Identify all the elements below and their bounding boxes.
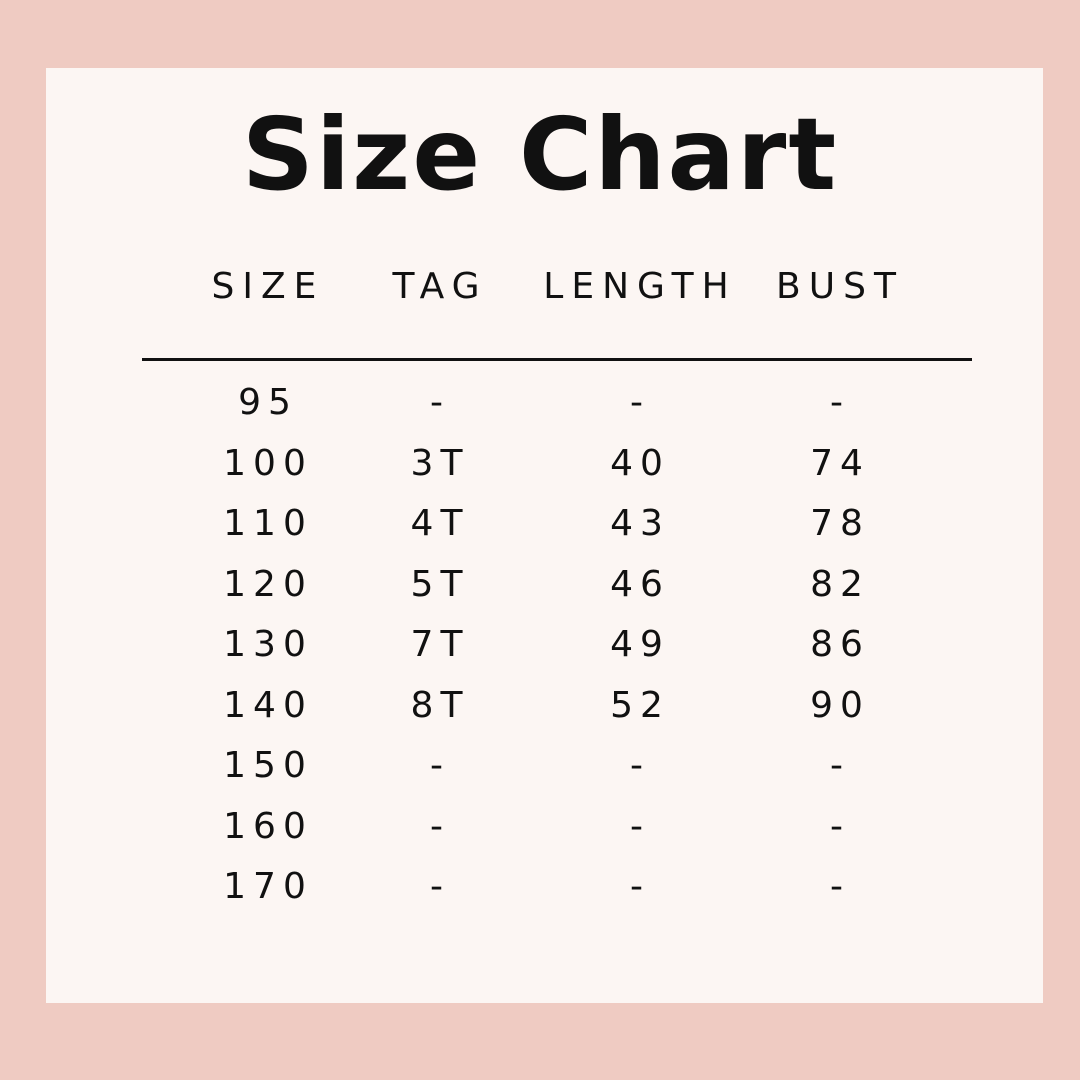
column-header: BUST: [776, 266, 904, 307]
table-cell: -: [430, 745, 450, 786]
table-cell: 95: [238, 382, 298, 423]
table-cell: 110: [223, 503, 313, 544]
table-cell: 140: [223, 684, 313, 726]
table-cell: -: [830, 745, 850, 786]
table-cell: -: [830, 805, 850, 847]
table-cell: 90: [810, 684, 870, 726]
table-cell: 7T: [410, 624, 470, 665]
table-cell: 8T: [410, 684, 470, 726]
table-cell: -: [430, 866, 450, 907]
header-divider: [142, 358, 972, 361]
table-cell: -: [830, 866, 850, 907]
table-cell: 82: [810, 563, 870, 605]
table-cell: 130: [223, 624, 313, 665]
table-cell: 3T: [410, 442, 470, 484]
table-cell: -: [630, 866, 650, 907]
table-cell: 52: [610, 684, 670, 726]
column-header: TAG: [392, 266, 488, 307]
table-cell: 120: [223, 563, 313, 605]
table-cell: -: [630, 382, 650, 423]
table-cell: 150: [223, 745, 313, 786]
table-cell: 40: [610, 442, 670, 484]
column-header: LENGTH: [543, 266, 737, 307]
table-cell: 86: [810, 624, 870, 665]
table-cell: 49: [610, 624, 670, 665]
table-cell: 100: [223, 442, 313, 484]
table-cell: 4T: [410, 503, 470, 544]
size-chart-card: [46, 68, 1043, 1003]
table-cell: -: [830, 382, 850, 423]
page-title: Size Chart: [241, 96, 839, 213]
column-header: SIZE: [211, 266, 325, 307]
table-cell: 74: [810, 442, 870, 484]
table-cell: -: [630, 805, 650, 847]
table-cell: -: [430, 805, 450, 847]
table-cell: 78: [810, 503, 870, 544]
table-cell: 46: [610, 563, 670, 605]
table-cell: -: [630, 745, 650, 786]
table-cell: 43: [610, 503, 670, 544]
table-cell: 170: [223, 866, 313, 907]
table-cell: 160: [223, 805, 313, 847]
table-cell: -: [430, 382, 450, 423]
table-cell: 5T: [410, 563, 470, 605]
